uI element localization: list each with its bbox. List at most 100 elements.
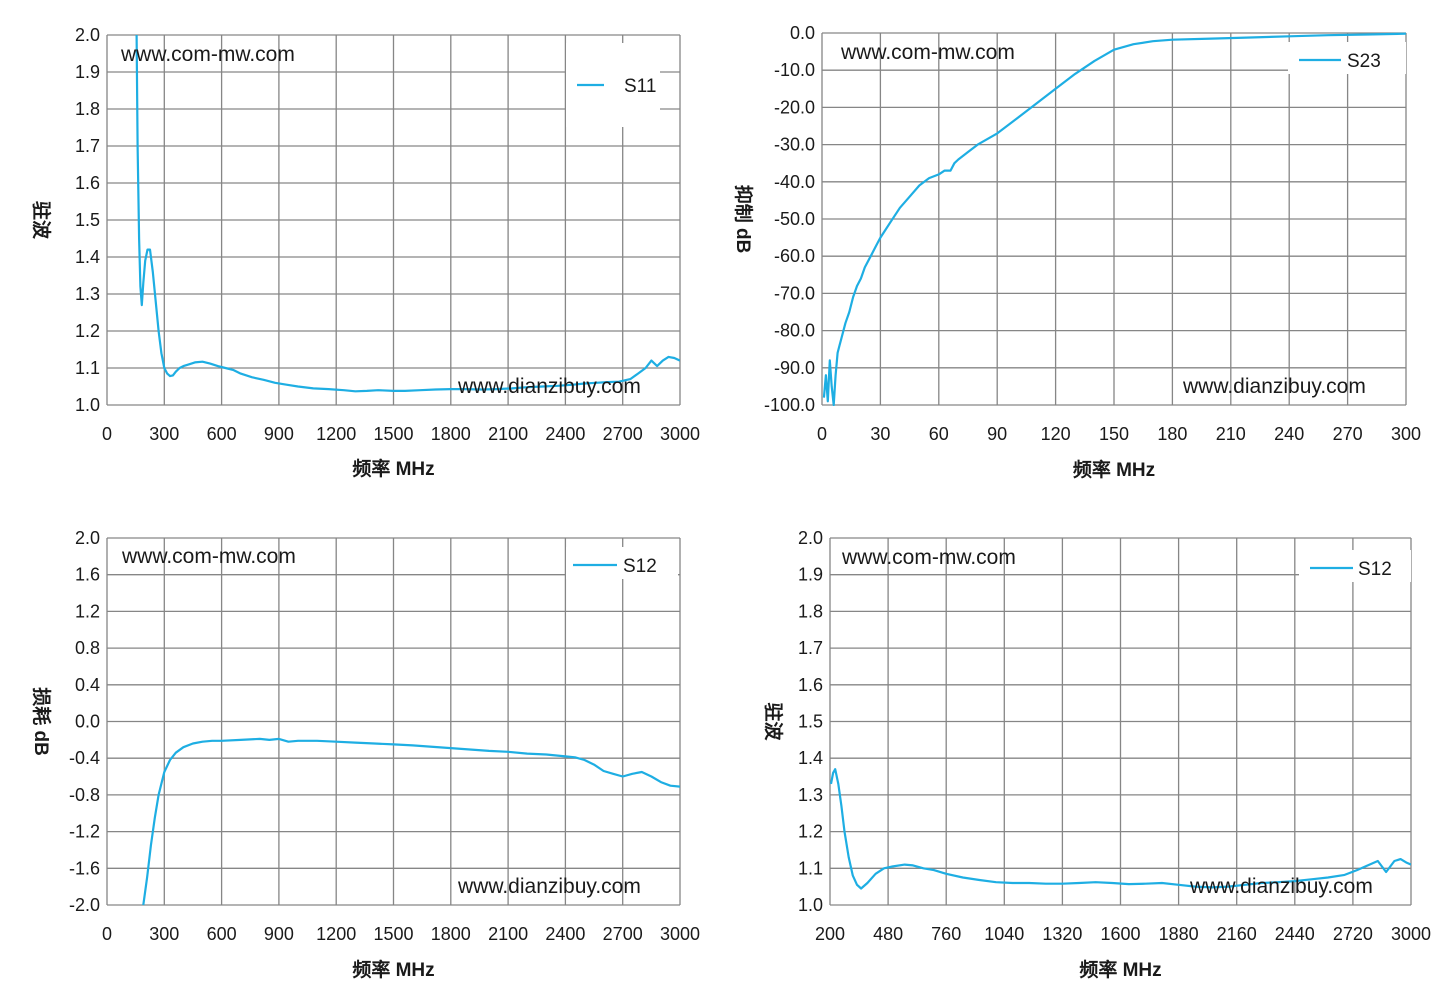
y-tick-label: 1.2 xyxy=(798,822,823,842)
x-tick-label: 1800 xyxy=(431,424,471,444)
y-tick-label: 2.0 xyxy=(798,528,823,548)
x-tick-label: 180 xyxy=(1157,424,1187,444)
x-tick-label: 3000 xyxy=(660,924,700,944)
y-tick-label: 0.8 xyxy=(75,638,100,658)
x-tick-label: 2440 xyxy=(1275,924,1315,944)
x-tick-label: 120 xyxy=(1041,424,1071,444)
legend-box xyxy=(1299,550,1411,582)
y-tick-label: 1.5 xyxy=(798,712,823,732)
legend-label: S11 xyxy=(624,76,656,97)
y-tick-label: -90.0 xyxy=(774,358,815,378)
y-tick-label: 1.6 xyxy=(75,565,100,585)
x-tick-label: 2160 xyxy=(1217,924,1257,944)
y-tick-label: -70.0 xyxy=(774,283,815,303)
x-tick-label: 60 xyxy=(929,424,949,444)
y-tick-label: -80.0 xyxy=(774,321,815,341)
y-tick-label: 1.3 xyxy=(798,785,823,805)
y-tick-label: 1.8 xyxy=(75,99,100,119)
x-tick-label: 1040 xyxy=(984,924,1024,944)
x-axis-title: 频率 MHz xyxy=(1079,958,1161,981)
watermark-text: www.dianzibuy.com xyxy=(1189,875,1373,898)
watermark-text: www.com-mw.com xyxy=(121,545,296,568)
x-tick-label: 1500 xyxy=(373,424,413,444)
watermark-text: www.dianzibuy.com xyxy=(457,375,641,398)
y-tick-label: -1.6 xyxy=(69,858,100,878)
y-tick-label: -1.2 xyxy=(69,822,100,842)
y-tick-label: 1.6 xyxy=(75,173,100,193)
x-tick-label: 300 xyxy=(1391,424,1421,444)
x-tick-label: 90 xyxy=(987,424,1007,444)
y-tick-label: -0.8 xyxy=(69,785,100,805)
y-tick-label: 1.9 xyxy=(75,62,100,82)
x-tick-label: 200 xyxy=(815,924,845,944)
x-tick-label: 3000 xyxy=(1391,924,1431,944)
legend-box xyxy=(566,547,678,579)
watermark-text: www.dianzibuy.com xyxy=(1182,375,1366,398)
x-tick-label: 3000 xyxy=(660,424,700,444)
x-tick-label: 2100 xyxy=(488,424,528,444)
y-tick-label: -2.0 xyxy=(69,895,100,915)
x-tick-label: 2100 xyxy=(488,924,528,944)
y-axis-title: 驻波 xyxy=(30,201,53,240)
x-tick-label: 1800 xyxy=(431,924,471,944)
x-tick-label: 1500 xyxy=(373,924,413,944)
x-tick-label: 600 xyxy=(207,924,237,944)
y-tick-label: -100.0 xyxy=(764,395,815,415)
y-axis-title: 损耗 dB xyxy=(30,687,52,756)
legend-box xyxy=(1288,42,1406,74)
chart-panel-vswr-s11: 0 300 600 900 1200 1500 1800 2100 2400 2700 3000 1.… xyxy=(30,25,700,480)
x-tick-label: 2400 xyxy=(545,924,585,944)
legend-label: S23 xyxy=(1347,51,1381,72)
legend-label: S12 xyxy=(1358,559,1392,580)
x-tick-label: 30 xyxy=(870,424,890,444)
x-tick-label: 480 xyxy=(873,924,903,944)
y-tick-label: 1.7 xyxy=(798,638,823,658)
series-line-s23 xyxy=(822,32,1406,406)
x-tick-label: 2700 xyxy=(603,924,643,944)
y-tick-label: -20.0 xyxy=(774,97,815,117)
x-tick-label: 0 xyxy=(102,924,112,944)
y-tick-label: -60.0 xyxy=(774,246,815,266)
y-tick-label: -40.0 xyxy=(774,172,815,192)
x-tick-label: 300 xyxy=(149,924,179,944)
gridlines xyxy=(821,32,1407,406)
y-tick-label: 1.3 xyxy=(75,284,100,304)
watermark-text: www.dianzibuy.com xyxy=(457,875,641,898)
series-line-s12 xyxy=(142,737,680,906)
x-tick-label: 900 xyxy=(264,424,294,444)
x-tick-label: 2400 xyxy=(545,424,585,444)
y-tick-label: 0.0 xyxy=(790,23,815,43)
legend: S12 xyxy=(566,547,678,579)
chart-panel-loss-s12: 0 300 600 900 1200 1500 1800 2100 2400 2700 3000 -2… xyxy=(30,528,700,981)
y-tick-label: 1.2 xyxy=(75,601,100,621)
chart-panel-rejection-s23: 0 30 60 90 120 150 180 210 240 270 300 -100.0 -90.0 -… xyxy=(732,23,1421,481)
x-tick-label: 240 xyxy=(1274,424,1304,444)
y-tick-label: -30.0 xyxy=(774,135,815,155)
gridlines xyxy=(106,537,681,906)
y-tick-label: 2.0 xyxy=(75,25,100,45)
x-axis-title: 频率 MHz xyxy=(1073,458,1155,481)
y-axis-title: 抑制 dB xyxy=(732,185,755,254)
x-tick-label: 1880 xyxy=(1159,924,1199,944)
y-tick-label: -50.0 xyxy=(774,209,815,229)
y-tick-label: 1.2 xyxy=(75,321,100,341)
y-axis-title: 驻波 xyxy=(762,702,785,741)
x-tick-label: 150 xyxy=(1099,424,1129,444)
series-line-s12 xyxy=(830,768,1411,890)
legend: S23 xyxy=(1288,42,1406,74)
x-tick-label: 600 xyxy=(207,424,237,444)
y-tick-label: 1.4 xyxy=(798,748,823,768)
x-tick-label: 0 xyxy=(817,424,827,444)
y-tick-label: 1.1 xyxy=(75,358,100,378)
watermark-text: www.com-mw.com xyxy=(841,546,1016,569)
x-tick-label: 0 xyxy=(102,424,112,444)
x-tick-label: 900 xyxy=(264,924,294,944)
x-tick-label: 2720 xyxy=(1333,924,1373,944)
x-tick-label: 2700 xyxy=(603,424,643,444)
x-tick-label: 270 xyxy=(1333,424,1363,444)
x-axis-title: 频率 MHz xyxy=(352,457,434,480)
y-tick-label: 1.5 xyxy=(75,210,100,230)
legend-label: S12 xyxy=(623,556,657,577)
x-tick-label: 1320 xyxy=(1042,924,1082,944)
